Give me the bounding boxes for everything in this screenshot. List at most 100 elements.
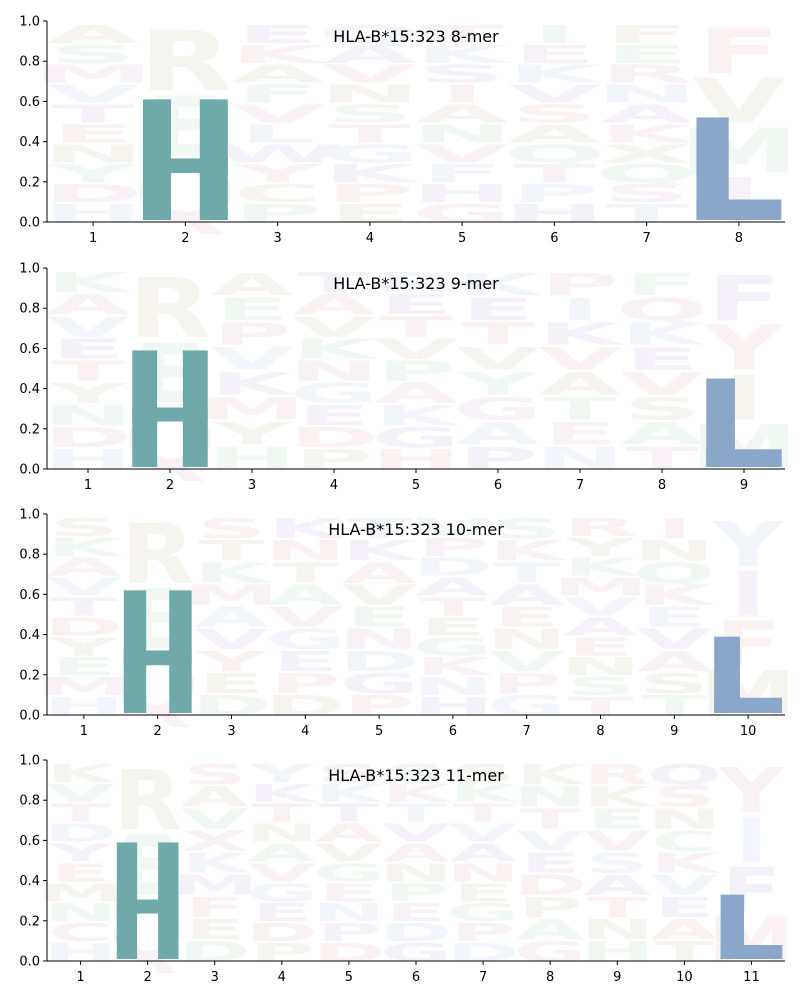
faint-letter-d: D xyxy=(44,819,117,847)
x-tick-label: 8 xyxy=(735,231,743,246)
faint-letter-p: P xyxy=(491,668,562,700)
faint-letter-e: E xyxy=(272,646,338,678)
faint-letter-d: D xyxy=(245,919,318,947)
faint-letter-t: T xyxy=(52,100,135,129)
faint-letter-v: V xyxy=(583,825,652,857)
faint-letter-e: E xyxy=(587,803,647,835)
y-tick-label: 1.0 xyxy=(19,754,40,769)
x-tick-label: 5 xyxy=(345,970,353,985)
faint-letter-e: E xyxy=(379,289,453,321)
y-tick-label: 0.8 xyxy=(19,794,40,809)
x-tick-label: 4 xyxy=(330,478,338,493)
letter-l-position-11 xyxy=(720,894,783,959)
logo-panel-2: HDNYTEVAKQERHYMKVPEAPDEGNKVATHGKAPVTERPA… xyxy=(19,260,797,493)
faint-letter-a: A xyxy=(382,839,450,867)
faint-letter-a: A xyxy=(292,289,376,321)
x-tick-label: 9 xyxy=(613,970,621,985)
x-tick-label: 8 xyxy=(658,478,666,493)
faint-letter-v: V xyxy=(194,623,269,655)
y-tick-label: 0.4 xyxy=(19,382,40,397)
faint-letter-n: N xyxy=(319,80,420,109)
faint-letter-k: K xyxy=(637,579,716,611)
x-tick-label: 2 xyxy=(166,478,174,493)
x-tick-label: 3 xyxy=(227,724,235,739)
faint-letter-s: S xyxy=(197,513,267,545)
x-tick-label: 11 xyxy=(743,970,760,985)
faint-letter-n: N xyxy=(42,140,143,169)
faint-letter-s: S xyxy=(384,760,448,788)
faint-letter-stack: HCNMEYDTVKQERDEFMKXVASPDEGVANTKYDPNEGVAT… xyxy=(37,753,796,981)
faint-letter-s: S xyxy=(603,179,690,208)
faint-letter-a: A xyxy=(563,613,638,642)
letter-h-position-2 xyxy=(123,590,192,713)
y-tick-label: 0.2 xyxy=(19,668,40,683)
faint-letter-i: I xyxy=(730,560,766,631)
x-tick-label: 1 xyxy=(89,231,97,246)
faint-letter-s: S xyxy=(317,760,381,788)
y-tick-label: 0.6 xyxy=(19,95,40,110)
faint-letter-e: E xyxy=(654,892,714,924)
faint-letter-v: V xyxy=(637,623,712,655)
faint-letter-y: Y xyxy=(718,755,784,826)
faint-letter-s: S xyxy=(653,781,717,813)
faint-letter-g: G xyxy=(413,632,493,661)
y-tick-label: 0.8 xyxy=(19,55,40,70)
faint-letter-t: T xyxy=(252,799,312,827)
faint-letter-q: Q xyxy=(616,291,708,327)
faint-letter-s: S xyxy=(566,672,636,701)
faint-letter-e: E xyxy=(50,859,110,887)
x-tick-label: 6 xyxy=(412,970,420,985)
faint-letter-n: N xyxy=(580,914,654,946)
faint-letter-a: A xyxy=(507,120,601,149)
faint-letter-v: V xyxy=(181,803,250,835)
x-tick-label: 2 xyxy=(154,724,162,739)
faint-letter-n: N xyxy=(312,899,386,927)
faint-letter-v: V xyxy=(456,341,539,377)
x-tick-label: 3 xyxy=(273,231,281,246)
faint-letter-v: V xyxy=(650,870,719,902)
faint-letter-s: S xyxy=(326,100,413,129)
faint-letter-v: V xyxy=(46,779,114,807)
faint-letter-v: V xyxy=(374,333,458,365)
faint-letter-stack: HDNYTEVAKQERHYMKVPEAPDEGNKVATHGKAPVTERPA… xyxy=(43,260,798,488)
faint-letter-a: A xyxy=(620,415,703,451)
faint-letter-k: K xyxy=(181,847,253,879)
faint-letter-a: A xyxy=(415,100,509,129)
y-tick-label: 0.8 xyxy=(19,548,40,563)
letter-h-position-2 xyxy=(142,99,228,220)
y-tick-label: 0.2 xyxy=(19,175,40,190)
x-tick-label: 9 xyxy=(670,724,678,739)
x-tick-label: 3 xyxy=(248,478,256,493)
faint-letter-n: N xyxy=(647,803,721,835)
faint-letter-k: K xyxy=(516,759,588,791)
faint-letter-n: N xyxy=(289,355,379,387)
faint-letter-stack: HDYNETVMSAQERPCYWLVFAKEEPKGTSNVAQGHFVNAI… xyxy=(33,14,799,242)
x-tick-label: 4 xyxy=(366,231,374,246)
faint-letter-m: M xyxy=(36,672,133,701)
x-tick-label: 1 xyxy=(84,478,92,493)
faint-letter-p: P xyxy=(325,179,414,208)
faint-letter-a: A xyxy=(194,601,269,633)
faint-letter-p: P xyxy=(377,355,456,387)
faint-letter-s: S xyxy=(451,760,515,788)
faint-letter-f: F xyxy=(605,20,688,49)
faint-letter-d: D xyxy=(43,422,132,454)
y-tick-label: 1.0 xyxy=(19,508,40,523)
y-tick-label: 1.0 xyxy=(19,15,40,30)
faint-letter-q: Q xyxy=(647,759,722,791)
faint-letter-i: I xyxy=(560,291,600,327)
y-tick-label: 0.0 xyxy=(19,955,40,970)
faint-letter-v: V xyxy=(315,839,383,867)
faint-letter-d: D xyxy=(514,870,587,902)
faint-letter-a: A xyxy=(650,914,719,946)
faint-letter-t: T xyxy=(453,799,513,827)
x-tick-label: 5 xyxy=(375,724,383,739)
faint-letter-v: V xyxy=(507,80,601,109)
y-tick-label: 0.0 xyxy=(19,216,40,231)
faint-letter-p: P xyxy=(510,179,599,208)
faint-letter-a: A xyxy=(516,914,585,946)
x-tick-label: 4 xyxy=(278,970,286,985)
faint-letter-t: T xyxy=(297,267,371,299)
faint-letter-s: S xyxy=(49,513,119,542)
faint-letter-k: K xyxy=(489,535,568,567)
